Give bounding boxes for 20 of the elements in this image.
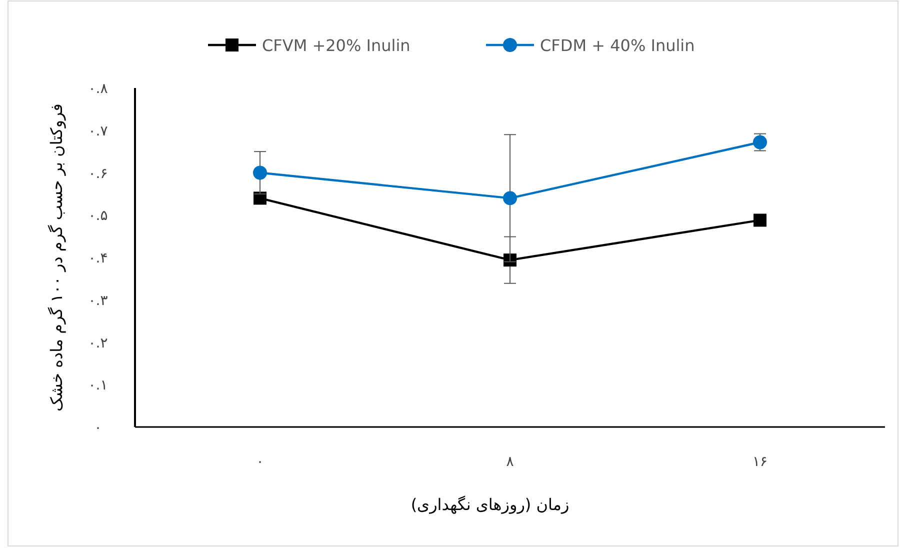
y-tick-label: ۰.۸ [88, 81, 108, 97]
y-tick-label: ۰.۲ [88, 335, 108, 352]
point [754, 214, 766, 227]
point [254, 192, 266, 205]
y-tick-label: ۰.۴ [88, 250, 108, 266]
point [503, 191, 517, 206]
y-tick-label: ۰.۳ [88, 292, 108, 309]
legend-label: CFDM + 40% Inulin [540, 36, 695, 55]
y-tick-label: ۰.۱ [88, 378, 108, 394]
legend-label: CFVM +20% Inulin [262, 36, 410, 55]
y-tick-label: ۰.۶ [88, 166, 108, 182]
x-axis-title: زمان (روزهای نگهداری) [410, 495, 570, 514]
y-tick-label: ۰.۵ [88, 208, 108, 224]
point [253, 166, 267, 180]
x-tick-label: ۰ [256, 454, 264, 470]
y-tick-label: ۰ [94, 420, 102, 436]
x-tick-label: ۱۶ [752, 454, 768, 470]
y-tick-label: ۰.۷ [88, 123, 108, 140]
y-axis-title: فروکتان بر حسب گرم در ۱۰۰ گرم ماده خشک [47, 104, 66, 412]
x-tick-label: ۸ [506, 454, 514, 470]
